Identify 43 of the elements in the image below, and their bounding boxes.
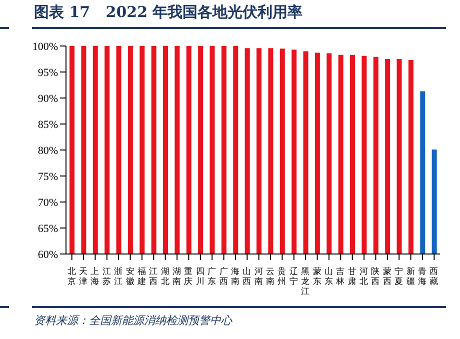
chart-title: 图表 17 2022 年我国各地光伏利用率: [34, 3, 303, 22]
x-tick-label: 陕西: [371, 266, 380, 287]
x-tick-label: 河北: [360, 266, 369, 287]
x-tick-label: 贵州: [278, 266, 287, 287]
y-tick-label: 95%: [38, 66, 58, 79]
x-tick-label: 辽宁: [289, 266, 298, 287]
y-tick-label: 60%: [38, 248, 58, 261]
x-tick-label: 宁夏: [394, 266, 404, 287]
x-tick-label: 黑龙江: [301, 266, 310, 297]
x-tick-label: 江苏: [102, 266, 112, 287]
y-tick-label: 70%: [38, 196, 58, 209]
x-tick-label: 新疆: [406, 266, 416, 287]
y-tick-label: 75%: [38, 170, 58, 183]
x-tick-label: 吉林: [335, 266, 346, 287]
x-tick-label: 西藏: [430, 267, 439, 287]
x-tick-label: 湖南: [172, 266, 182, 287]
text: 资料来源：全国新能源消纳检测预警中心: [34, 313, 232, 328]
x-tick-label: 四川: [196, 267, 205, 287]
x-tick-label: 蒙西: [382, 266, 392, 287]
x-tick-label: 甘肃: [348, 266, 357, 287]
x-tick-label: 海南: [230, 266, 240, 287]
y-tick-label: 65%: [38, 222, 58, 235]
x-tick-label: 云南: [266, 267, 276, 287]
y-tick-label: 90%: [38, 92, 58, 105]
y-tick-label: 85%: [38, 118, 58, 131]
x-tick-label: 蒙东: [312, 266, 322, 287]
x-tick-label: 山东: [324, 266, 334, 287]
x-tick-label: 福建: [136, 266, 146, 287]
y-tick-label: 100%: [32, 40, 58, 53]
x-tick-label: 重庆: [184, 266, 194, 287]
x-tick-label: 广西: [219, 266, 228, 287]
x-tick-label: 湖北: [160, 266, 170, 287]
y-tick-label: 80%: [38, 144, 58, 157]
x-tick-label: 青海: [418, 266, 427, 287]
x-tick-label: 江西: [149, 266, 158, 287]
x-tick-label: 上海: [90, 266, 100, 287]
x-tick-label: 北京: [67, 266, 76, 287]
x-tick-label: 天津: [79, 266, 88, 287]
x-tick-label: 安徽: [126, 266, 135, 287]
x-tick-label: 浙江: [114, 266, 124, 287]
x-tick-label: 广东: [208, 266, 217, 287]
x-tick-label: 河南: [254, 266, 264, 287]
x-tick-label: 山西: [242, 266, 252, 287]
